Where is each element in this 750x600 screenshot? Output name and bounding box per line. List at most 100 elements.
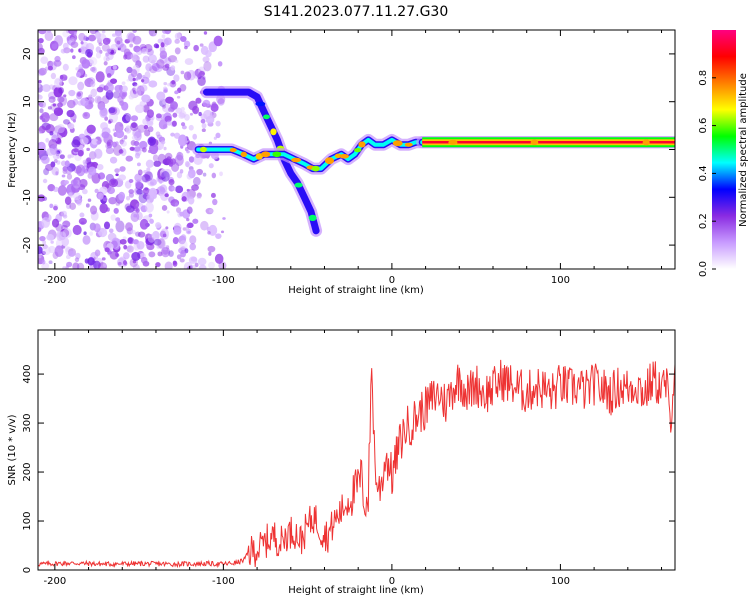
- spectrogram-x-tick-label: -200: [44, 275, 67, 286]
- spectrogram-noise-blob: [64, 196, 72, 205]
- spectrogram-noise-blob: [164, 30, 172, 35]
- spectrogram-noise-blob: [110, 214, 116, 221]
- spectrogram-noise-blob: [176, 207, 182, 213]
- spectrogram-noise-blob: [176, 95, 181, 99]
- spectrogram-noise-blob: [123, 244, 128, 250]
- spectrogram-noise-blob: [94, 148, 103, 159]
- spectrogram-noise-blob: [125, 155, 134, 162]
- spectrogram-noise-blob: [214, 253, 224, 264]
- colorbar-tick-label: 0.2: [698, 213, 709, 229]
- spectrogram-noise-blob: [196, 195, 202, 200]
- spectrogram-noise-blob: [70, 41, 79, 49]
- spectrogram-noise-blob: [152, 154, 159, 162]
- spectrogram-noise-blob: [58, 87, 64, 94]
- spectrogram-noise-blob: [99, 107, 108, 119]
- spectrogram-noise-blob: [44, 213, 52, 222]
- spectrogram-noise-blob: [119, 43, 127, 53]
- spectrogram-noise-blob: [143, 169, 148, 174]
- spectrogram-noise-blob: [164, 57, 172, 65]
- spectrogram-noise-blob: [59, 127, 68, 138]
- spectrogram-noise-blob: [157, 238, 166, 249]
- spectrogram-noise-blob: [174, 59, 179, 63]
- spectrogram-noise-blob: [74, 257, 80, 263]
- spectrogram-x-tick-label: 100: [551, 275, 570, 286]
- spectrogram-noise-blob: [156, 113, 162, 119]
- spectrogram-noise-blob: [123, 260, 127, 266]
- spectrogram-noise-blob: [131, 122, 137, 129]
- spectrogram-noise-blob: [96, 140, 101, 145]
- spectrogram-noise-blob: [174, 32, 181, 40]
- spectrogram-noise-blob: [215, 132, 221, 139]
- spectrogram-noise-blob: [89, 231, 94, 236]
- spectrogram-noise-blob: [45, 123, 55, 134]
- spectrogram-noise-blob: [115, 220, 125, 233]
- spectrogram-noise-blob: [141, 94, 151, 103]
- snr-x-tick-label: -200: [44, 576, 67, 587]
- spectrogram-noise-blob: [215, 120, 221, 127]
- spectrogram-noise-blob: [103, 61, 108, 66]
- spectrogram-noise-blob: [208, 261, 216, 269]
- spectrogram-noise-blob: [53, 59, 62, 67]
- spectrogram-noise-blob: [91, 172, 101, 184]
- spectrogram-noise-blob: [114, 252, 119, 257]
- spectrogram-noise-blob: [69, 202, 77, 210]
- spectrogram-noise-blob: [45, 163, 54, 171]
- spectrogram-noise-blob: [53, 77, 63, 89]
- spectrogram-noise-blob: [133, 214, 137, 218]
- spectrogram-noise-blob: [57, 96, 65, 103]
- spectrogram-noise-blob: [196, 192, 202, 199]
- spectrogram-track-knot: [294, 182, 303, 188]
- spectrogram-y-tick-label: -10: [22, 189, 33, 205]
- spectrogram-noise-blob: [67, 154, 72, 159]
- spectrogram-noise-blob: [63, 76, 68, 81]
- spectrogram-noise-blob: [121, 85, 128, 93]
- spectrogram-noise-blob: [149, 233, 153, 237]
- spectrogram-noise-blob: [118, 149, 124, 154]
- spectrogram-noise-blob: [157, 251, 163, 257]
- spectrogram-noise-blob: [180, 250, 187, 258]
- spectrogram-noise-blob: [145, 237, 155, 246]
- spectrogram-noise-blob: [78, 32, 86, 42]
- spectrogram-noise-blob: [61, 174, 66, 178]
- spectrogram-noise-blob: [197, 257, 207, 266]
- spectrogram-noise-blob: [130, 53, 137, 61]
- spectrogram-track-knot: [229, 148, 237, 153]
- spectrogram-noise-blob: [47, 65, 53, 71]
- spectrogram-noise-blob: [201, 123, 207, 129]
- spectrogram-noise-blob: [90, 210, 99, 221]
- spectrogram-noise-blob: [66, 99, 76, 109]
- spectrogram-noise-blob: [157, 153, 166, 164]
- spectrogram-noise-blob: [141, 47, 149, 55]
- spectrogram-noise-blob: [161, 205, 168, 211]
- spectrogram-noise-blob: [88, 99, 93, 105]
- spectrogram-noise-blob: [125, 205, 135, 213]
- spectrogram-noise-blob: [53, 205, 58, 211]
- spectrogram-noise-blob: [52, 103, 57, 107]
- spectrogram-noise-blob: [96, 191, 104, 200]
- spectrogram-noise-blob: [174, 47, 181, 55]
- spectrogram-noise-blob: [188, 168, 196, 179]
- spectrogram-noise-blob: [115, 32, 123, 41]
- spectrogram-noise-blob: [118, 174, 127, 181]
- spectrogram-noise-blob: [164, 37, 172, 46]
- spectrogram-noise-blob: [79, 212, 85, 218]
- spectrogram-noise-blob: [142, 147, 147, 153]
- spectrogram-noise-blob: [141, 76, 150, 85]
- spectrogram-noise-blob: [38, 130, 42, 134]
- spectrogram-noise-blob: [202, 99, 211, 107]
- spectrogram-noise-blob: [51, 166, 60, 176]
- spectrogram-noise-blob: [59, 74, 64, 80]
- spectrogram-noise-blob: [50, 72, 57, 80]
- spectrogram-track-knot: [308, 214, 317, 222]
- spectrogram-noise-blob: [80, 97, 89, 107]
- spectrogram-noise-blob: [219, 171, 223, 177]
- spectrogram-noise-blob: [176, 171, 183, 179]
- spectrogram-noise-blob: [126, 245, 132, 252]
- snr-x-tick-label: 0: [389, 576, 395, 587]
- spectrogram-noise-blob: [129, 146, 135, 151]
- spectrogram-noise-blob: [196, 168, 203, 176]
- spectrogram-noise-blob: [208, 251, 212, 256]
- spectrogram-noise-blob: [57, 185, 67, 196]
- snr-y-tick-label: 300: [22, 414, 33, 433]
- spectrogram-noise-blob: [49, 203, 54, 209]
